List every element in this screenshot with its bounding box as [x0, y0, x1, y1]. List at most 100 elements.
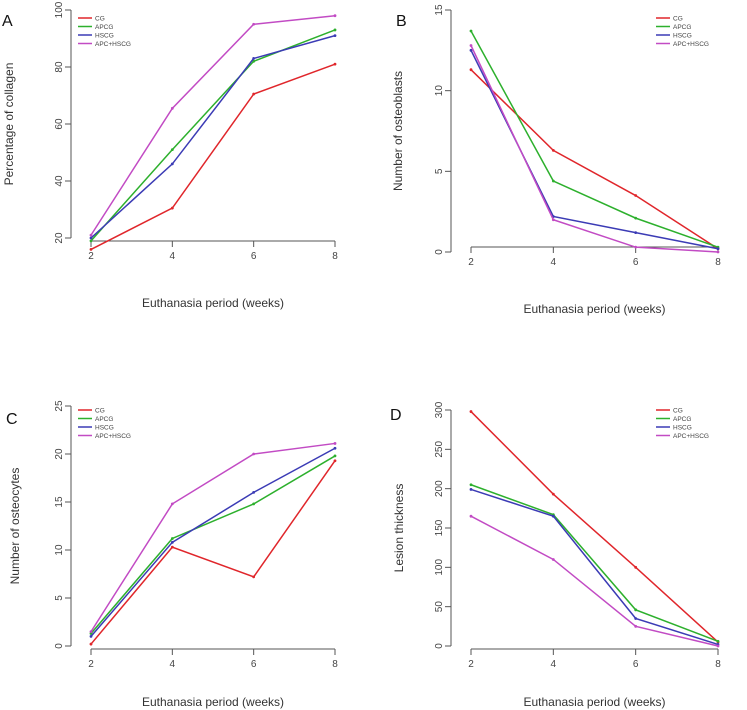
- y-tick-label: 80: [54, 61, 65, 73]
- data-point-cg: [634, 565, 638, 569]
- series-line-apcg: [90, 29, 336, 242]
- y-tick-label: 40: [54, 175, 65, 187]
- y-tick-label: 0: [54, 643, 65, 649]
- data-point-apc-hscg: [716, 644, 720, 648]
- series-line-hscg: [90, 34, 336, 239]
- y-axis-title: Number of osteocytes: [8, 468, 22, 585]
- data-point-apc-hscg: [89, 630, 93, 633]
- data-point-cg: [170, 206, 174, 210]
- legend-label-apc-hscg: APC+HSCG: [95, 41, 131, 48]
- legend-label-cg: CG: [95, 15, 105, 22]
- y-tick-label: 100: [54, 1, 65, 18]
- data-point-apc-hscg: [634, 624, 638, 628]
- data-point-cg: [469, 410, 473, 413]
- y-tick-label: 5: [54, 595, 65, 601]
- y-tick-label: 50: [434, 601, 445, 613]
- data-point-hscg: [469, 488, 473, 491]
- series-line-apc-hscg: [470, 45, 719, 253]
- y-tick-label: 60: [54, 118, 65, 130]
- y-tick-label: 0: [434, 643, 445, 649]
- data-point-apc-hscg: [551, 218, 555, 222]
- legend-label-hscg: HSCG: [95, 424, 114, 431]
- legend-label-hscg: HSCG: [95, 32, 114, 39]
- data-point-cg: [333, 62, 337, 66]
- data-point-hscg: [89, 236, 93, 240]
- data-point-apcg: [716, 639, 720, 643]
- x-tick-label: 4: [551, 257, 557, 268]
- chart-panel-a: A 2 4 6 8 20 40 60 80 100 Euthanasia period (weeks…: [2, 1, 338, 310]
- series-line-apc-hscg: [470, 515, 719, 647]
- panel-label: D: [390, 407, 402, 424]
- legend-label-apc-hscg: APC+HSCG: [673, 433, 709, 440]
- data-point-cg: [89, 642, 93, 646]
- data-point-apcg: [469, 483, 473, 487]
- x-tick-label: 6: [251, 659, 257, 670]
- data-point-apc-hscg: [252, 22, 256, 26]
- data-point-apc-hscg: [170, 502, 174, 506]
- series-line-cg: [470, 69, 719, 250]
- x-tick-label: 8: [715, 659, 721, 670]
- y-tick-label: 250: [434, 441, 445, 458]
- y-axis-title: Percentage of collagen: [2, 63, 16, 186]
- series-line-apcg: [470, 484, 719, 642]
- x-tick-label: 8: [715, 257, 721, 268]
- data-point-cg: [469, 68, 473, 72]
- y-tick-label: 5: [434, 168, 445, 174]
- y-tick-label: 200: [434, 480, 445, 497]
- x-tick-label: 6: [633, 659, 639, 670]
- data-point-apc-hscg: [170, 106, 174, 110]
- data-point-apcg: [252, 502, 256, 506]
- x-tick-label: 6: [633, 257, 639, 268]
- legend-label-hscg: HSCG: [673, 32, 692, 39]
- legend-label-hscg: HSCG: [673, 424, 692, 431]
- data-point-apcg: [89, 632, 93, 635]
- data-point-apc-hscg: [469, 44, 473, 47]
- legend-label-apc-hscg: APC+HSCG: [95, 433, 131, 440]
- y-tick-label: 15: [54, 496, 65, 508]
- data-point-apc-hscg: [634, 245, 638, 249]
- chart-panel-c: C 2 4 6 8 0 5 10 15 20 25 Euthanasia period (weeks)…: [6, 400, 338, 709]
- data-point-apc-hscg: [551, 558, 555, 561]
- data-point-hscg: [469, 48, 473, 52]
- data-point-cg: [170, 545, 174, 549]
- x-tick-label: 4: [170, 659, 176, 670]
- y-tick-label: 25: [54, 400, 65, 412]
- data-point-apc-hscg: [469, 514, 473, 518]
- data-point-apc-hscg: [716, 250, 720, 254]
- series-line-apcg: [90, 455, 336, 635]
- data-point-apcg: [89, 239, 93, 243]
- x-tick-label: 4: [170, 251, 176, 262]
- legend-label-apcg: APCG: [95, 416, 113, 423]
- data-point-hscg: [170, 162, 174, 166]
- legend-label-apcg: APCG: [673, 416, 691, 423]
- y-tick-label: 10: [54, 544, 65, 556]
- series-line-hscg: [90, 447, 336, 637]
- x-axis-title: Euthanasia period (weeks): [523, 695, 665, 709]
- x-axis-title: Euthanasia period (weeks): [523, 302, 665, 316]
- panel-label: B: [396, 13, 407, 30]
- x-tick-label: 8: [332, 659, 338, 670]
- series-line-apcg: [470, 30, 719, 248]
- x-axis-title: Euthanasia period (weeks): [142, 296, 284, 310]
- data-point-apc-hscg: [89, 233, 93, 237]
- data-point-apcg: [551, 179, 555, 183]
- data-point-apc-hscg: [333, 442, 337, 445]
- data-point-hscg: [252, 57, 256, 60]
- x-tick-label: 2: [468, 659, 474, 670]
- data-point-hscg: [170, 540, 174, 544]
- data-point-apcg: [170, 148, 174, 152]
- series-line-cg: [470, 411, 719, 643]
- x-tick-label: 8: [332, 251, 338, 262]
- data-point-apcg: [634, 608, 638, 612]
- x-tick-label: 2: [468, 257, 474, 268]
- legend-label-apcg: APCG: [95, 24, 113, 31]
- data-point-hscg: [551, 514, 555, 518]
- data-point-apcg: [469, 29, 473, 33]
- series-line-hscg: [470, 488, 719, 646]
- data-point-apcg: [333, 454, 337, 458]
- legend-label-apc-hscg: APC+HSCG: [673, 41, 709, 48]
- chart-panel-b: B 2 4 6 8 0 5 10 15 Euthanasia period (weeks) Numb…: [391, 4, 721, 316]
- data-point-apc-hscg: [252, 452, 256, 456]
